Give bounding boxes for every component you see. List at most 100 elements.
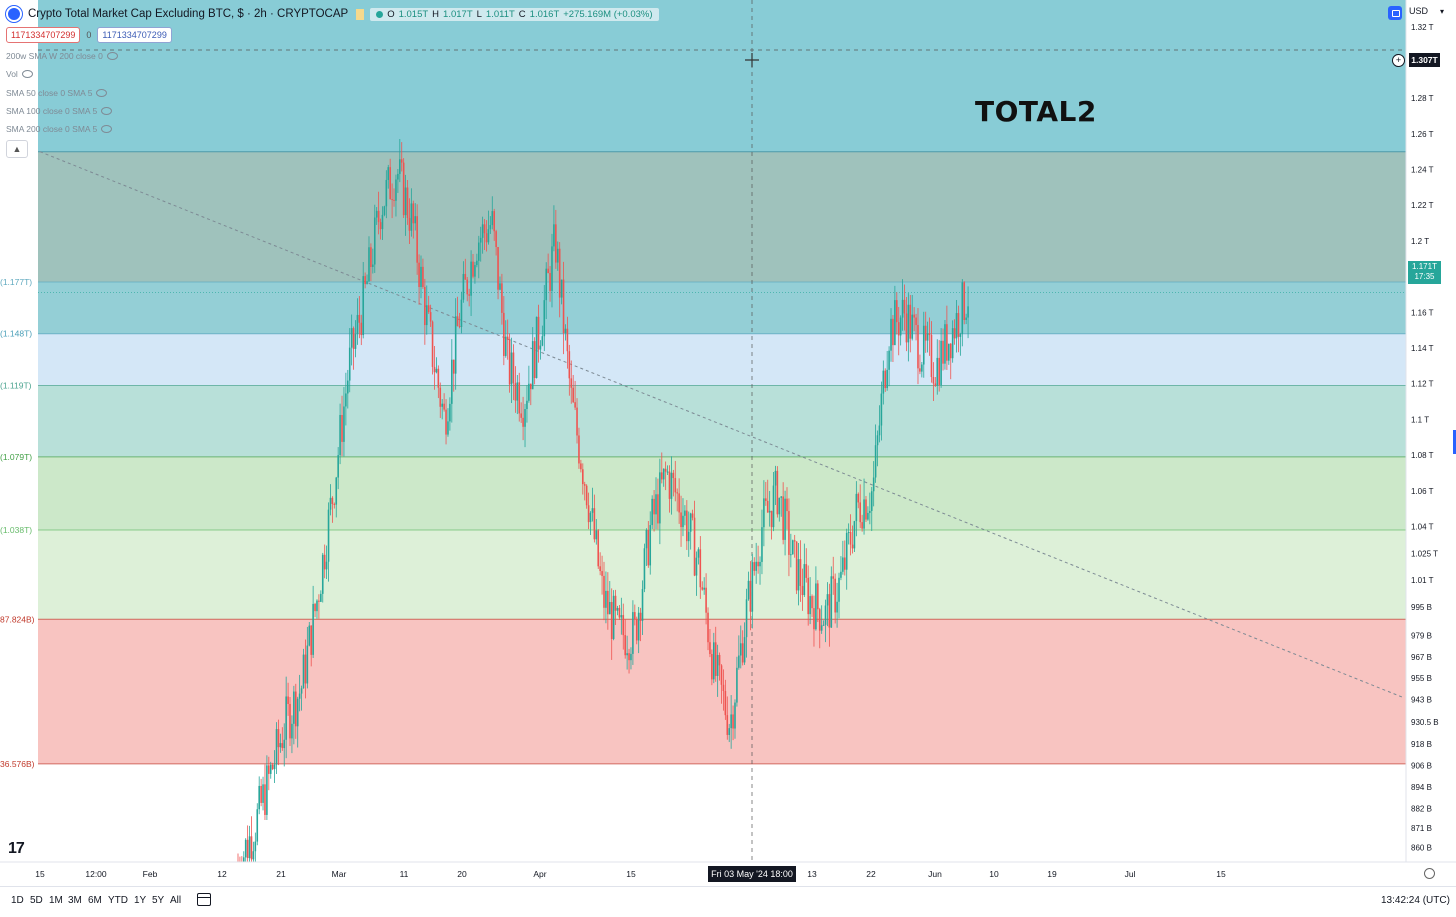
candle-body bbox=[539, 345, 542, 350]
candle-body bbox=[354, 334, 357, 349]
resize-handle[interactable] bbox=[1453, 430, 1456, 454]
candle-body bbox=[676, 492, 678, 494]
candle-body bbox=[433, 366, 436, 373]
eye-icon[interactable] bbox=[96, 89, 108, 97]
timeframe-all[interactable]: All bbox=[170, 895, 182, 906]
candle-body bbox=[497, 246, 499, 290]
candle-body bbox=[618, 607, 621, 618]
candle-body bbox=[921, 364, 923, 372]
candle-body bbox=[682, 515, 684, 528]
bookmark-icon[interactable] bbox=[356, 8, 365, 20]
eye-icon[interactable] bbox=[101, 125, 113, 133]
candle-body bbox=[268, 765, 270, 774]
chart-annotation-text[interactable]: TOTAL2 bbox=[975, 95, 1097, 128]
indicator-sma-50[interactable]: SMA 50 close 0 SMA 5 bbox=[6, 88, 108, 98]
candle-body bbox=[350, 328, 353, 348]
candle-body bbox=[300, 688, 303, 694]
candle-body bbox=[828, 594, 831, 628]
collapse-indicators-button[interactable]: ▲ bbox=[6, 140, 28, 158]
timeframe-1m[interactable]: 1M bbox=[49, 895, 63, 906]
candle-body bbox=[843, 557, 846, 570]
candle-body bbox=[531, 341, 534, 390]
candle-body bbox=[607, 590, 609, 615]
timeframe-ytd[interactable]: YTD bbox=[108, 895, 128, 906]
price-chart[interactable]: (1.177T) (1.148T) (1.119T) (1.079T) (1.038T)… bbox=[0, 0, 1456, 886]
candle-body bbox=[395, 179, 397, 201]
currency-select[interactable]: USD bbox=[1409, 6, 1429, 16]
candle-body bbox=[266, 765, 268, 815]
candle-body bbox=[757, 561, 759, 567]
candle-body bbox=[647, 530, 650, 566]
candle-body bbox=[296, 698, 299, 727]
eye-icon[interactable] bbox=[21, 70, 33, 78]
candle-body bbox=[686, 510, 688, 542]
candle-body bbox=[323, 554, 326, 570]
candle-body bbox=[826, 594, 829, 606]
candle-body bbox=[869, 510, 871, 513]
eye-icon[interactable] bbox=[101, 107, 113, 115]
indicator-label: SMA 100 close 0 SMA 5 bbox=[6, 106, 98, 116]
candle-body bbox=[614, 595, 617, 611]
candle-body bbox=[624, 635, 626, 656]
indicator-sma-100[interactable]: SMA 100 close 0 SMA 5 bbox=[6, 106, 113, 116]
eye-icon[interactable] bbox=[106, 52, 118, 60]
spread-value: 0 bbox=[86, 30, 92, 40]
calendar-icon[interactable] bbox=[197, 893, 211, 906]
candle-body bbox=[418, 262, 420, 288]
candle-body bbox=[481, 224, 484, 238]
screenshot-icon[interactable] bbox=[1388, 6, 1402, 20]
candle-body bbox=[429, 312, 432, 322]
timeframe-3m[interactable]: 3M bbox=[68, 895, 82, 906]
indicator-sma-200[interactable]: SMA 200 close 0 SMA 5 bbox=[6, 124, 113, 134]
timeframe-6m[interactable]: 6M bbox=[88, 895, 102, 906]
candle-body bbox=[476, 260, 478, 266]
candle-body bbox=[849, 532, 852, 545]
timeframe-1y[interactable]: 1Y bbox=[134, 895, 147, 906]
candle-body bbox=[741, 643, 744, 663]
current-price-label: 1.171T 17:35 bbox=[1408, 261, 1441, 284]
candle-body bbox=[520, 413, 522, 418]
candle-body bbox=[556, 248, 559, 263]
symbol-title[interactable]: Crypto Total Market Cap Excluding BTC, $… bbox=[28, 8, 349, 20]
candle-body bbox=[641, 588, 644, 621]
high-label: H bbox=[432, 8, 440, 20]
candle-body bbox=[884, 370, 887, 389]
timeframe-1d[interactable]: 1D bbox=[11, 895, 24, 906]
indicator-vol[interactable]: Vol bbox=[6, 69, 33, 79]
candle-body bbox=[749, 580, 752, 612]
indicator-200w-sma[interactable]: 200w SMA W 200 close 0 bbox=[6, 51, 118, 61]
candle-body bbox=[562, 279, 565, 334]
candle-body bbox=[684, 510, 686, 516]
crosshair-cursor-icon bbox=[745, 53, 759, 67]
open-value: 1.015T bbox=[398, 8, 429, 20]
candle-body bbox=[830, 576, 833, 628]
candle-body bbox=[680, 512, 682, 528]
buy-button[interactable]: 1171334707299 bbox=[97, 27, 172, 43]
candle-body bbox=[318, 600, 320, 602]
candle-body bbox=[857, 493, 860, 503]
candle-body bbox=[402, 162, 405, 216]
candle-body bbox=[687, 531, 690, 542]
utc-clock[interactable]: 13:42:24 (UTC) bbox=[1381, 895, 1450, 906]
candle-body bbox=[508, 339, 511, 385]
chevron-down-icon[interactable]: ▾ bbox=[1440, 7, 1445, 16]
timeframe-5y[interactable]: 5Y bbox=[152, 895, 165, 906]
candle-body bbox=[528, 383, 530, 401]
sell-button[interactable]: 1171334707299 bbox=[6, 27, 81, 43]
candle-body bbox=[655, 494, 657, 515]
timeframe-5d[interactable]: 5D bbox=[30, 895, 43, 906]
candle-body bbox=[389, 167, 391, 200]
indicator-label: Vol bbox=[6, 69, 18, 79]
candle-body bbox=[485, 233, 488, 243]
add-alert-icon[interactable]: + bbox=[1392, 54, 1405, 67]
candle-body bbox=[341, 414, 343, 442]
candle-body bbox=[897, 322, 900, 336]
candle-body bbox=[616, 607, 619, 611]
candle-body bbox=[321, 554, 324, 594]
candle-body bbox=[855, 493, 858, 522]
candle-body bbox=[574, 402, 576, 408]
x-tick-label: 12:00 bbox=[85, 869, 107, 879]
candle-body bbox=[312, 603, 314, 655]
candle-body bbox=[805, 564, 808, 578]
gear-icon[interactable] bbox=[1424, 868, 1435, 879]
